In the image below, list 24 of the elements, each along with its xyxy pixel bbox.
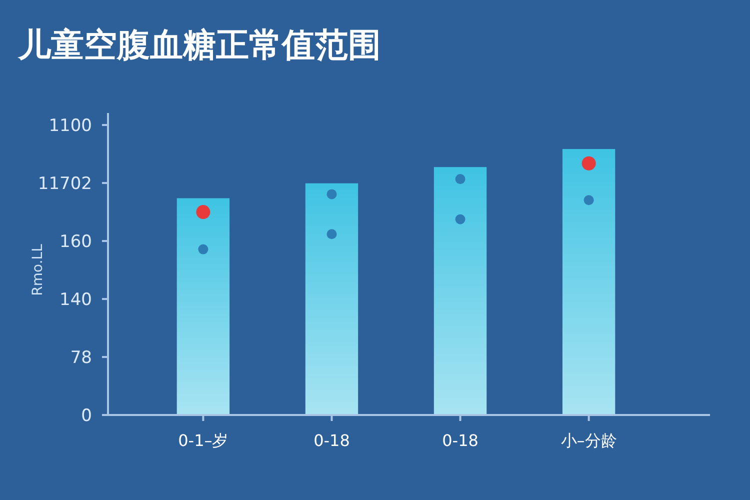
- x-tick-label: 0-18: [314, 431, 350, 450]
- text: 140: [60, 290, 92, 310]
- text: 78: [70, 348, 92, 368]
- bar: [176, 198, 230, 415]
- bar: [305, 183, 358, 415]
- point: [196, 205, 210, 220]
- point: [455, 214, 466, 224]
- point: [198, 244, 208, 254]
- point: [455, 174, 466, 184]
- chart-title: 儿童空腹血糖正常值范围: [17, 25, 381, 64]
- point: [326, 189, 337, 200]
- text: 11702: [38, 174, 92, 194]
- text: 160: [60, 232, 92, 252]
- text: 0: [81, 406, 92, 426]
- y-axis-title: Rmo.LL: [30, 244, 46, 296]
- text: 1100: [48, 116, 92, 136]
- x-tick-label: 0-18: [442, 431, 478, 450]
- bar: [434, 167, 487, 415]
- point: [584, 195, 594, 206]
- x-tick-label: 小–分龄: [560, 431, 617, 450]
- point: [582, 156, 596, 170]
- bar: [562, 149, 616, 415]
- x-tick-label: 0-1–岁: [178, 431, 228, 450]
- point: [326, 229, 337, 240]
